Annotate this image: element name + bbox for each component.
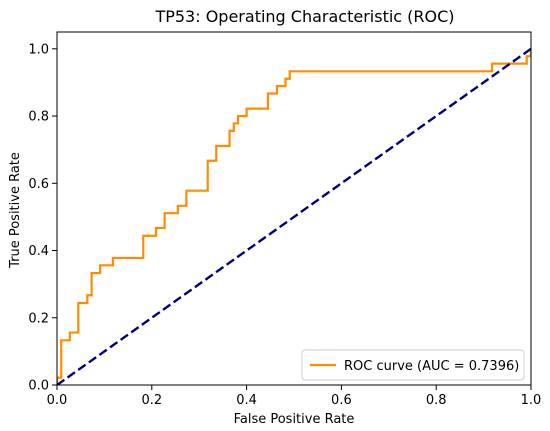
roc-curve-line [57,48,531,385]
y-tick-label: 1.0 [28,42,49,57]
y-tick-label: 0.2 [28,311,49,326]
legend-label-roc: ROC curve (AUC = 0.7396) [344,359,519,374]
plot-frame [56,31,532,386]
x-tick-label: 0.6 [331,393,352,408]
legend-box [301,349,525,381]
legend: ROC curve (AUC = 0.7396) [301,349,525,381]
y-tick-label: 0.8 [28,110,49,125]
chart-title: TP53: Operating Characteristic (ROC) [154,7,454,26]
x-tick-label: 0.8 [426,393,447,408]
x-tick-label: 1.0 [521,393,542,408]
series-group [57,47,531,385]
plot-area: 0.0 0.2 0.4 0.6 0.8 1.0 0.0 0.2 0.4 0.6 0.8 1.0 [28,31,542,408]
x-tick-label: 0.4 [236,393,257,408]
y-tick-label: 0.0 [28,379,49,394]
x-tick-label: 0.0 [47,393,68,408]
x-axis-label: False Positive Rate [234,412,355,427]
y-tick-label: 0.6 [28,177,49,192]
x-tick-label: 0.2 [141,393,162,408]
y-tick-label: 0.4 [28,244,49,259]
chance-diagonal-line [57,47,531,385]
y-axis-label: True Positive Rate [8,152,23,269]
